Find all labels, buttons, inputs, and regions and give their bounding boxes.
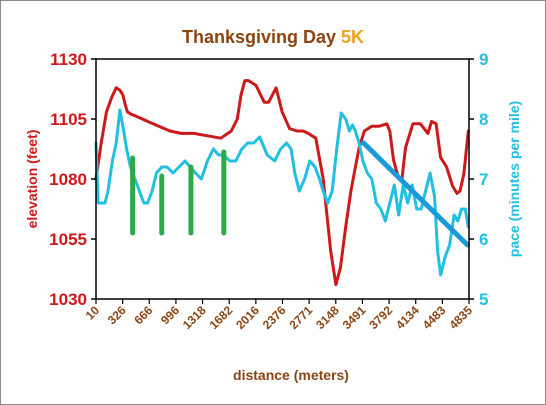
- y-tick-label-left: 1080: [49, 170, 87, 189]
- y-tick-label-right: 7: [479, 170, 488, 189]
- y-tick-label-left: 1030: [49, 290, 87, 309]
- x-tick-label: 1682: [207, 303, 236, 332]
- x-tick-label: 4483: [420, 303, 449, 332]
- y-tick-label-right: 6: [479, 230, 488, 249]
- pace-trend-line: [361, 140, 471, 248]
- pace-line: [94, 108, 470, 277]
- chart-title-main: Thanksgiving Day: [182, 27, 336, 47]
- chart-title: Thanksgiving Day 5K: [182, 27, 364, 47]
- y-tick-label-right: 9: [479, 50, 488, 69]
- y-tick-label-left: 1130: [50, 50, 87, 69]
- plot-area: [96, 59, 469, 299]
- chart-title-accent: 5K: [341, 27, 364, 47]
- y-tick-label-right: 5: [479, 290, 488, 309]
- x-tick-label: 2771: [286, 303, 315, 332]
- x-tick-label: 326: [105, 303, 129, 327]
- y-tick-label-right: 8: [479, 110, 488, 129]
- x-tick-label: 2376: [260, 303, 289, 332]
- y-axis-label-left: elevation (feet): [24, 130, 40, 229]
- x-tick-label: 996: [158, 303, 182, 327]
- x-tick-label: 1318: [180, 303, 209, 332]
- x-tick-label: 4835: [446, 303, 475, 332]
- x-tick-label: 3148: [313, 303, 342, 332]
- y-axis-label-right: pace (minutes per mile): [506, 101, 522, 257]
- x-tick-label: 3491: [340, 303, 369, 332]
- x-tick-label: 2016: [233, 303, 262, 332]
- x-tick-label: 3792: [366, 303, 395, 332]
- x-tick-label: 666: [131, 303, 155, 327]
- elevation-line: [94, 79, 470, 287]
- x-axis-label: distance (meters): [233, 367, 349, 383]
- y-tick-label-left: 1055: [49, 230, 87, 249]
- x-tick-label: 4134: [393, 303, 422, 332]
- y-tick-label-left: 1105: [50, 110, 87, 129]
